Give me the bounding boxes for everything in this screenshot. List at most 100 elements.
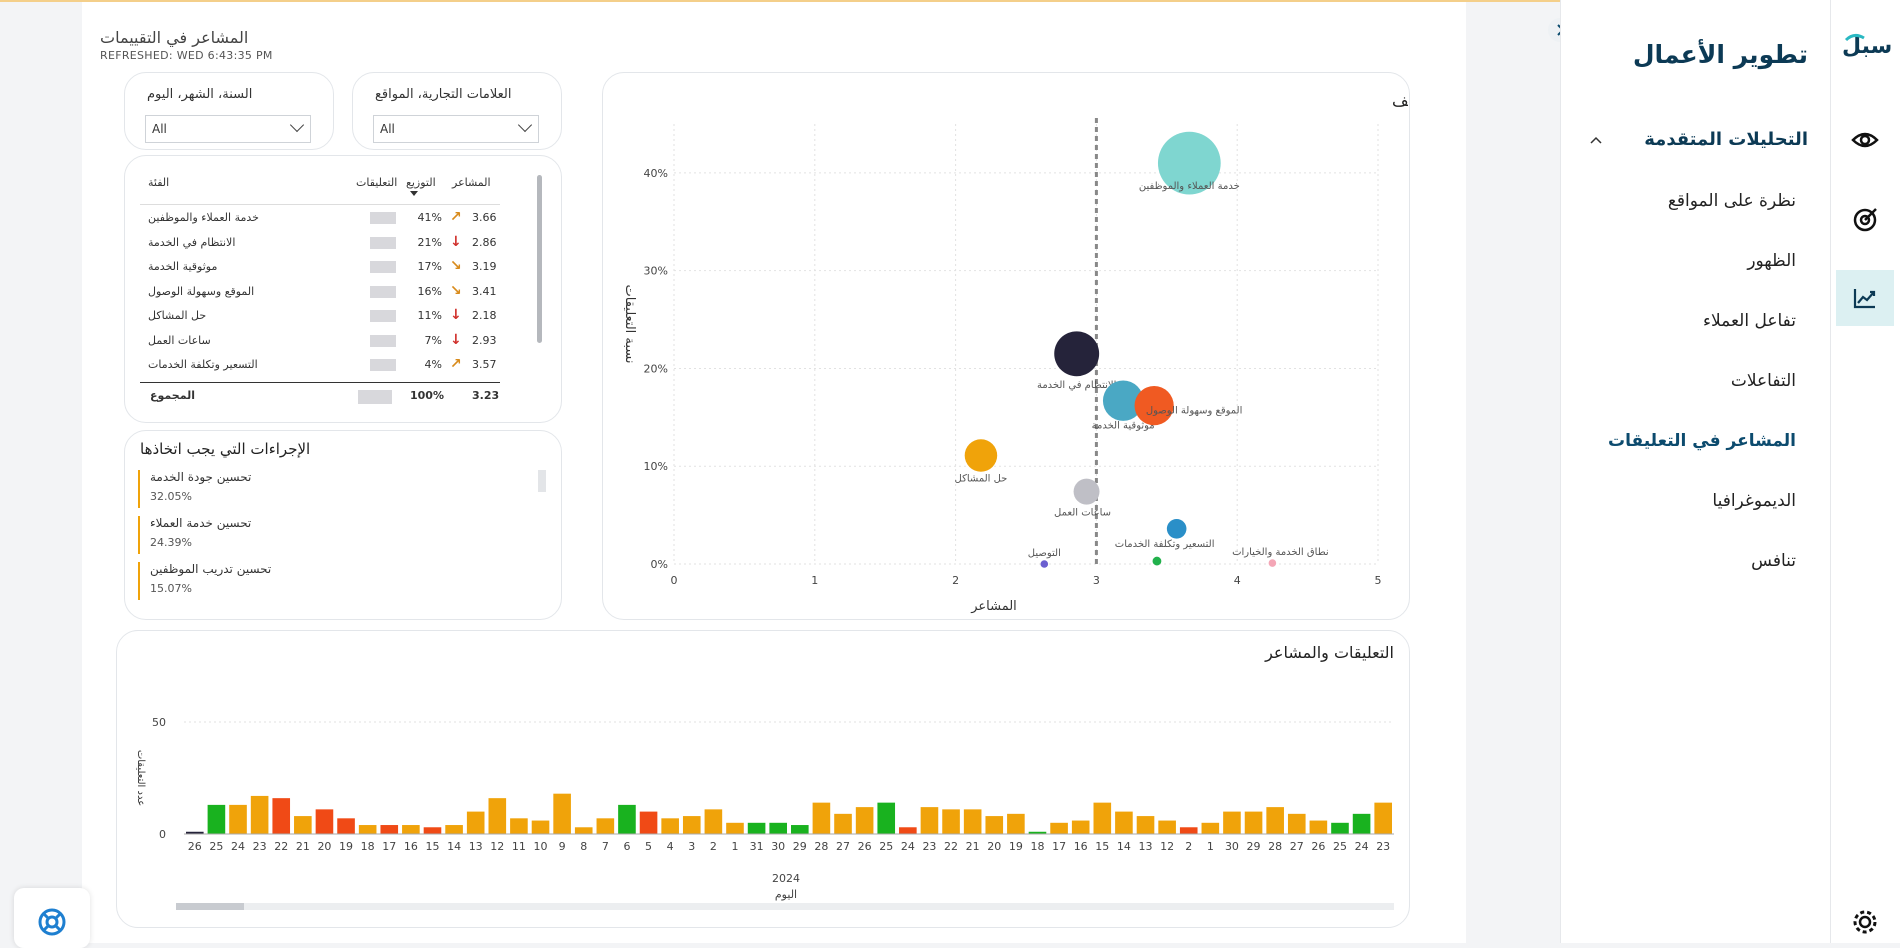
scatter-point[interactable] (1054, 331, 1100, 377)
scatter-point[interactable] (1073, 478, 1100, 505)
header-comments[interactable]: التعليقات (356, 176, 398, 189)
sidebar-item-interactions[interactable]: التفاعلات (1730, 371, 1796, 391)
bar[interactable] (747, 822, 766, 834)
scatter-point[interactable] (964, 439, 998, 472)
scatter-chart[interactable]: التوزيع حسب الحجم والتصنيف 0 1 2 3 4 5 0% 10% 20%… (602, 72, 1408, 618)
scatter-point[interactable] (1040, 560, 1049, 568)
bar[interactable] (402, 825, 420, 834)
scatter-point[interactable] (1268, 559, 1277, 567)
bar[interactable] (1201, 822, 1220, 834)
table-row[interactable]: حل المشاكل 11% ↓ 2.18 (140, 304, 500, 328)
date-slicer-dropdown[interactable]: All (145, 115, 311, 143)
table-row[interactable]: الموقع وسهولة الوصول 16% ↘ 3.41 (140, 280, 500, 304)
bar[interactable] (337, 818, 355, 834)
bar[interactable] (1287, 813, 1306, 834)
scatter-point[interactable] (1152, 556, 1162, 566)
table-row[interactable]: ساعات العمل 7% ↓ 2.93 (140, 329, 500, 353)
bar-chart-scrollbar[interactable] (176, 903, 1394, 910)
bar[interactable] (250, 795, 269, 834)
analytics-nav-button[interactable] (1836, 270, 1894, 326)
bar[interactable] (510, 818, 528, 834)
bar[interactable] (294, 816, 312, 834)
bar[interactable] (834, 813, 852, 834)
table-row[interactable]: الانتظام في الخدمة 21% ↓ 2.86 (140, 231, 500, 255)
overview-nav-button[interactable] (1836, 112, 1894, 168)
brand-slicer-dropdown[interactable]: All (373, 115, 539, 143)
bar[interactable] (1136, 816, 1155, 834)
bar[interactable] (877, 802, 896, 834)
scrollbar-thumb[interactable] (176, 903, 244, 910)
bar[interactable] (553, 793, 571, 834)
sidebar-item-locations[interactable]: نظرة على المواقع (1667, 191, 1796, 211)
bar[interactable] (1266, 807, 1284, 834)
bar[interactable] (1093, 802, 1112, 834)
interactions-nav-button[interactable] (1836, 192, 1894, 248)
header-sentiment[interactable]: المشاعر (452, 176, 491, 189)
bar[interactable] (488, 798, 507, 834)
action-item[interactable]: تحسين جودة الخدمة 32.05% (138, 470, 350, 508)
bar[interactable] (726, 822, 744, 834)
bar[interactable] (596, 818, 615, 834)
sidebar-item-visibility[interactable]: الظهور (1747, 251, 1796, 271)
bar[interactable] (812, 802, 831, 834)
bar[interactable] (1374, 802, 1392, 834)
bar[interactable] (1115, 811, 1133, 834)
bar[interactable] (531, 820, 550, 834)
header-category[interactable]: الفئة (148, 176, 170, 189)
table-scrollbar[interactable] (537, 175, 542, 343)
table-row[interactable]: موثوقية الخدمة 17% ↘ 3.19 (140, 255, 500, 279)
bar[interactable] (1071, 820, 1090, 834)
bar[interactable] (1158, 820, 1176, 834)
bar[interactable] (445, 825, 463, 834)
bar[interactable] (985, 816, 1004, 834)
bar[interactable] (1179, 827, 1198, 834)
bar[interactable] (899, 827, 917, 834)
bar[interactable] (358, 825, 377, 834)
action-item[interactable]: تحسين تدريب الموظفين 15.07% (138, 562, 350, 600)
bar[interactable] (855, 807, 874, 834)
header-distribution[interactable]: التوزيع (406, 176, 436, 189)
sidebar-item-competition[interactable]: تنافس (1751, 551, 1796, 571)
bar[interactable] (682, 816, 701, 834)
bar[interactable] (618, 804, 636, 834)
bar[interactable] (1244, 811, 1263, 834)
bar[interactable] (942, 809, 960, 834)
bar[interactable] (574, 827, 593, 834)
bar[interactable] (380, 825, 399, 834)
bar[interactable] (769, 822, 787, 834)
scatter-point[interactable] (1102, 380, 1144, 421)
bar[interactable] (1050, 822, 1068, 834)
bar[interactable] (661, 818, 679, 834)
bar[interactable] (704, 809, 723, 834)
help-button[interactable] (14, 888, 90, 948)
sidebar-item-engagement[interactable]: تفاعل العملاء (1702, 311, 1796, 331)
actions-scrollbar[interactable] (538, 470, 546, 492)
settings-button[interactable] (1836, 902, 1894, 942)
bar[interactable] (1309, 820, 1328, 834)
bar[interactable] (1352, 813, 1371, 834)
bar[interactable] (423, 827, 442, 834)
action-item[interactable]: تحسين خدمة العملاء 24.39% (138, 516, 350, 554)
bar[interactable] (229, 804, 247, 834)
sidebar-item-comment-sentiment[interactable]: المشاعر في التعليقات (1608, 431, 1796, 451)
bar[interactable] (1007, 813, 1025, 834)
bar[interactable] (272, 798, 291, 834)
bar[interactable] (466, 811, 485, 834)
bar[interactable] (963, 809, 982, 834)
sidebar-item-demographics[interactable]: الديموغرافيا (1712, 491, 1796, 511)
bar[interactable] (1028, 831, 1047, 834)
scatter-point[interactable] (1134, 386, 1174, 426)
scatter-point[interactable] (1157, 131, 1221, 195)
sidebar-section-advanced-analytics[interactable]: التحليلات المتقدمة (1580, 126, 1808, 156)
bar[interactable] (1331, 822, 1349, 834)
table-row[interactable]: التسعير وتكلفة الخدمات 4% ↗ 3.57 (140, 353, 500, 377)
bar[interactable] (639, 811, 658, 834)
scatter-point[interactable] (1166, 519, 1187, 539)
bar[interactable] (315, 809, 334, 834)
table-row[interactable]: خدمة العملاء والموظفين 41% ↗ 3.66 (140, 206, 500, 230)
bar[interactable] (791, 825, 809, 834)
bar[interactable] (920, 807, 939, 834)
bar[interactable] (1223, 811, 1241, 834)
bar[interactable] (186, 831, 204, 834)
